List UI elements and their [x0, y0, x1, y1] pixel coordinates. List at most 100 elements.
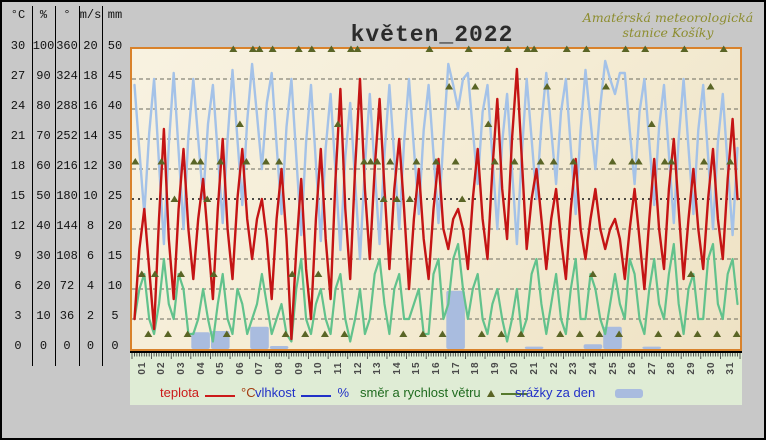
wind-direction-marker: [536, 158, 545, 165]
scale-value: 30: [107, 159, 123, 173]
scale-value: 90: [36, 69, 51, 83]
wind-direction-marker: [530, 45, 539, 52]
wind-direction-marker: [360, 158, 369, 165]
wind-direction-marker: [157, 158, 166, 165]
wind-direction-marker: [719, 45, 728, 52]
station-name-line1: Amatérská meteorologická: [582, 10, 754, 25]
page-title: květen_2022: [350, 22, 514, 48]
x-axis-label: 04: [195, 361, 207, 375]
wind-direction-marker: [275, 158, 284, 165]
scale-value: 20: [107, 219, 123, 233]
wind-direction-marker: [425, 45, 434, 52]
wind-direction-marker: [667, 158, 676, 165]
wind-direction-marker: [340, 330, 349, 337]
precipitation-bar: [269, 346, 289, 349]
x-axis-label: 19: [489, 361, 501, 375]
scale-value: 10: [83, 189, 98, 203]
scale-value: 60: [36, 159, 51, 173]
precipitation-bar-swatch: [615, 389, 644, 398]
legend-temperature-unit: °C: [241, 385, 256, 400]
precipitation-bar: [524, 346, 544, 349]
scale-value: 144: [56, 219, 78, 233]
legend-wind-label: směr a rychlost větru: [360, 385, 481, 400]
wind-speed-line-swatch: [500, 393, 527, 395]
x-axis-label: 07: [253, 361, 265, 375]
wind-direction-marker: [700, 158, 708, 165]
legend-temperature-label: teplota: [160, 385, 200, 400]
wind-direction-marker: [706, 83, 715, 90]
scale-value: 20: [36, 279, 51, 293]
wind-direction-marker: [517, 330, 525, 337]
scale-value: 27: [10, 69, 26, 83]
scale-value: 0: [14, 339, 22, 353]
scale-value: 21: [10, 129, 26, 143]
scale-header-wind-speed: m/s: [79, 8, 102, 22]
scale-value: 180: [56, 189, 78, 203]
scale-value: 6: [14, 279, 22, 293]
scale-value: 10: [107, 279, 123, 293]
scale-value: 12: [10, 219, 26, 233]
bottom-strip: 01 02 03 04 05 06 07 08 09 10 11 12 13 14 15 16 17 18 19 20…: [130, 351, 742, 405]
scale-value: 80: [36, 99, 51, 113]
scale-value: 70: [36, 129, 51, 143]
wind-direction-marker: [588, 270, 597, 277]
legend-humidity: vlhkost %: [255, 384, 349, 400]
wind-direction-marker: [366, 158, 375, 165]
wind-direction-marker: [647, 120, 656, 127]
scale-value: 8: [86, 219, 95, 233]
wind-direction-marker: [510, 158, 519, 165]
x-axis-label: 27: [646, 361, 658, 375]
scale-value: 2: [86, 309, 95, 323]
wind-direction-marker: [255, 45, 264, 52]
scale-value: 40: [36, 219, 51, 233]
wind-direction-marker: [713, 330, 722, 337]
x-axis-label: 06: [234, 361, 246, 375]
x-axis-label: 25: [607, 361, 619, 375]
wind-direction-marker: [687, 270, 695, 277]
scale-row: 30 100 360 20 50: [4, 31, 128, 61]
wind-direction-marker: [314, 270, 323, 277]
wind-direction-marker: [379, 195, 388, 202]
scale-table: °C % ° m/s mm 30 100 360 20 50 27 90 324 18 45 24 8…: [4, 2, 130, 374]
precipitation-bar: [446, 290, 465, 349]
wind-direction-marker: [582, 45, 591, 52]
wind-direction-marker: [307, 45, 316, 52]
x-axis-label: 05: [214, 361, 226, 375]
scale-row: 15 50 180 10 25: [4, 181, 128, 211]
wind-direction-marker: [418, 330, 427, 337]
precipitation-bar: [642, 346, 661, 349]
scale-value: 30: [36, 249, 51, 263]
wind-direction-marker: [203, 195, 212, 202]
x-axis-label: 09: [293, 361, 305, 375]
scale-value: 50: [36, 189, 51, 203]
scale-value: 0: [63, 339, 71, 353]
scale-row: 3 10 36 2 5: [4, 301, 128, 331]
wind-direction-marker: [386, 158, 395, 165]
wind-direction-marker: [503, 45, 512, 52]
wind-direction-marker: [281, 330, 290, 337]
wind-direction-marker: [190, 158, 199, 165]
x-axis-label: 12: [352, 361, 364, 375]
wind-direction-marker: [464, 45, 473, 52]
wind-direction-marker: [196, 158, 205, 165]
wind-direction-marker: [144, 330, 153, 337]
wind-direction-marker: [543, 83, 552, 90]
scale-value: 15: [10, 189, 26, 203]
wind-direction-marker: [471, 83, 480, 90]
wind-direction-marker: [602, 83, 610, 90]
wind-direction-marker: [660, 158, 669, 165]
legend-precipitation-label: srážky za den: [515, 385, 596, 400]
x-axis-ticks: [131, 353, 741, 359]
scale-value: 50: [107, 39, 123, 53]
wind-direction-marker: [294, 45, 303, 52]
wind-direction-marker: [490, 158, 499, 165]
scale-value: 36: [59, 309, 75, 323]
x-axis-label: 08: [273, 361, 285, 375]
wind-direction-marker: [262, 158, 270, 165]
x-axis-label: 02: [155, 361, 167, 375]
scale-value: 35: [107, 129, 123, 143]
legend-humidity-label: vlhkost: [255, 385, 296, 400]
wind-direction-marker: [229, 45, 238, 52]
x-axis-label: 03: [175, 361, 187, 375]
scale-value: 0: [111, 339, 119, 353]
